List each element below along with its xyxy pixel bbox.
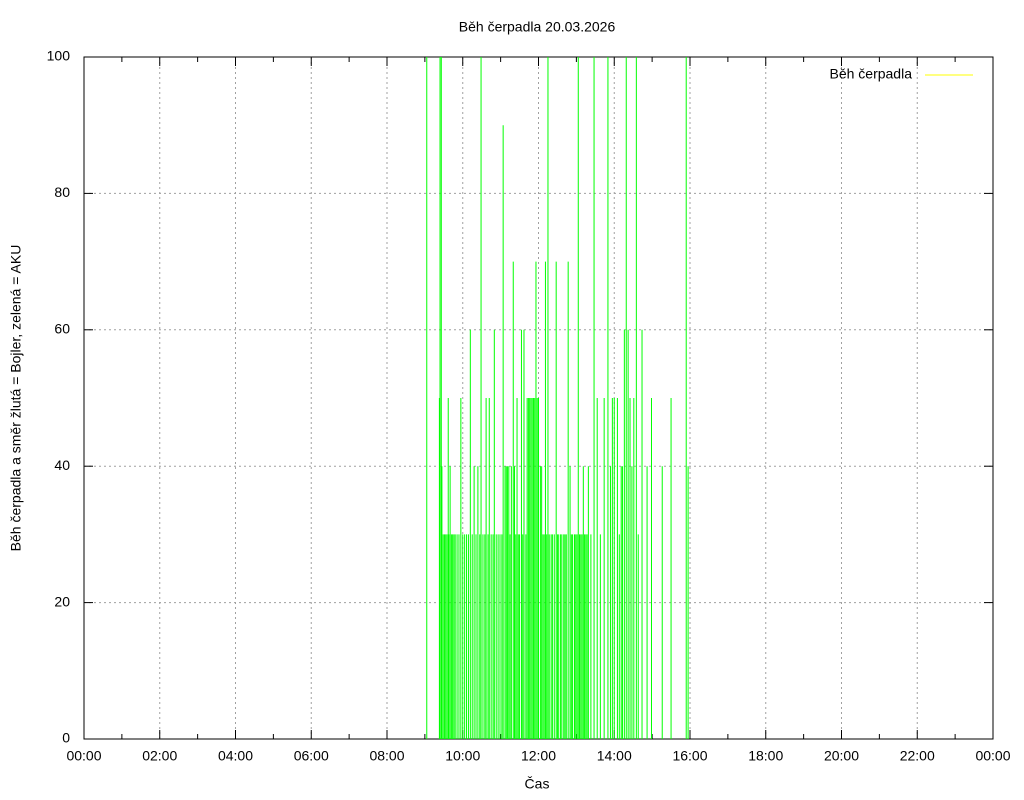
y-tick-label: 20 bbox=[54, 593, 70, 609]
y-tick-label: 40 bbox=[54, 457, 70, 473]
x-tick-label: 00:00 bbox=[66, 748, 101, 764]
y-tick-label: 60 bbox=[54, 321, 70, 337]
x-tick-label: 12:00 bbox=[521, 748, 556, 764]
x-tick-label: 04:00 bbox=[218, 748, 253, 764]
x-tick-label: 20:00 bbox=[824, 748, 859, 764]
y-tick-label: 80 bbox=[54, 184, 70, 200]
x-axis-label: Čas bbox=[525, 776, 550, 792]
y-tick-label: 0 bbox=[62, 730, 70, 746]
x-tick-label: 02:00 bbox=[142, 748, 177, 764]
y-tick-label: 100 bbox=[47, 48, 71, 64]
x-tick-label: 08:00 bbox=[369, 748, 404, 764]
y-axis-label: Běh čerpadla a směr žlutá = Bojler, zele… bbox=[8, 245, 24, 552]
x-tick-label: 16:00 bbox=[672, 748, 707, 764]
x-tick-label: 14:00 bbox=[597, 748, 632, 764]
legend-label: Běh čerpadla bbox=[829, 66, 912, 82]
chart-title: Běh čerpadla 20.03.2026 bbox=[459, 19, 616, 35]
x-tick-label: 06:00 bbox=[294, 748, 329, 764]
x-tick-label: 22:00 bbox=[900, 748, 935, 764]
x-tick-label: 18:00 bbox=[748, 748, 783, 764]
x-tick-label: 00:00 bbox=[975, 748, 1010, 764]
x-tick-label: 10:00 bbox=[445, 748, 480, 764]
